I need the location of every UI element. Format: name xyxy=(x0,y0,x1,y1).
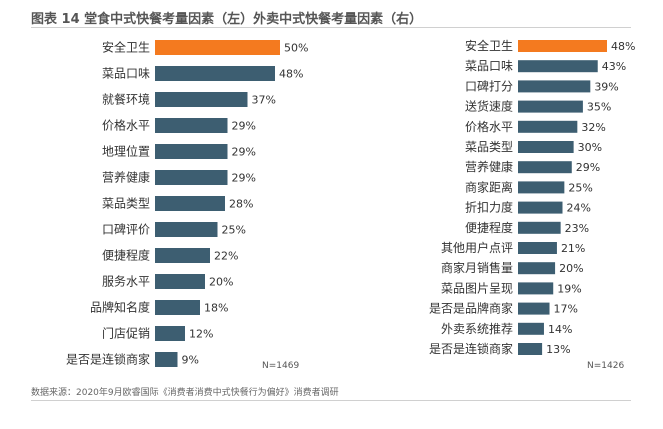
bar xyxy=(155,222,218,237)
value-label: 37% xyxy=(252,94,276,107)
bar xyxy=(518,262,556,275)
bar xyxy=(518,322,544,335)
category-label: 是否是品牌商家 xyxy=(429,301,513,316)
category-label: 门店促销 xyxy=(102,326,150,341)
bar xyxy=(155,274,205,289)
category-label: 是否是连锁商家 xyxy=(66,352,150,367)
takeout-factors-chart: 安全卫生 48% 菜品口味 43% 口碑打分 39% 送货速度 35% 价格水平 32% 菜品类型 3… xyxy=(429,38,635,371)
bar xyxy=(155,352,178,367)
bar xyxy=(155,326,185,341)
value-label: 29% xyxy=(232,120,256,133)
bar xyxy=(518,302,550,315)
category-label: 安全卫生 xyxy=(465,38,513,53)
category-label: 服务水平 xyxy=(102,274,150,289)
category-label: 口碑评价 xyxy=(102,222,150,237)
category-label: 便捷程度 xyxy=(465,220,513,235)
bar xyxy=(518,60,598,73)
value-label: 29% xyxy=(232,146,256,159)
value-label: 21% xyxy=(561,242,585,255)
value-label: 29% xyxy=(576,161,600,174)
category-label: 菜品口味 xyxy=(465,59,513,73)
bar xyxy=(155,92,248,107)
category-label: 其他用户点评 xyxy=(441,240,513,255)
bar xyxy=(518,40,607,52)
bar xyxy=(518,161,572,174)
bar xyxy=(155,196,225,211)
bar xyxy=(518,100,583,113)
value-label: 48% xyxy=(279,68,303,81)
bar xyxy=(518,141,574,153)
category-label: 菜品类型 xyxy=(465,140,513,154)
bar xyxy=(518,282,554,295)
category-label: 品牌知名度 xyxy=(90,300,150,315)
value-label: 12% xyxy=(189,328,213,341)
value-label: 35% xyxy=(587,101,611,114)
value-label: 9% xyxy=(182,354,199,367)
category-label: 安全卫生 xyxy=(102,40,150,55)
value-label: 32% xyxy=(581,121,605,134)
value-label: 39% xyxy=(594,80,618,93)
category-label: 营养健康 xyxy=(102,170,150,185)
bar xyxy=(155,248,210,263)
bar xyxy=(155,118,228,133)
category-label: 菜品类型 xyxy=(102,197,150,211)
sample-size-note: N=1469 xyxy=(262,361,299,371)
value-label: 50% xyxy=(284,42,308,55)
value-label: 20% xyxy=(559,262,583,275)
category-label: 送货速度 xyxy=(465,99,513,114)
value-label: 43% xyxy=(602,60,626,73)
category-label: 商家月销售量 xyxy=(441,260,513,275)
bar xyxy=(155,144,228,159)
category-label: 营养健康 xyxy=(465,159,513,174)
value-label: 48% xyxy=(611,40,635,53)
category-label: 地理位置 xyxy=(102,144,150,159)
bar xyxy=(518,201,563,214)
category-label: 菜品图片呈现 xyxy=(441,281,513,295)
bar xyxy=(518,80,591,93)
title-divider xyxy=(31,27,631,28)
category-label: 商家距离 xyxy=(465,179,513,194)
category-label: 菜品口味 xyxy=(102,67,150,81)
footer-divider xyxy=(31,400,631,401)
data-source: 数据来源：2020年9月欧睿国际《消费者消费中式快餐行为偏好》消费者调研 xyxy=(31,388,339,398)
sample-size-note: N=1426 xyxy=(587,361,624,371)
bar xyxy=(155,40,280,55)
category-label: 便捷程度 xyxy=(102,248,150,263)
category-label: 口碑打分 xyxy=(465,78,513,93)
value-label: 25% xyxy=(568,181,592,194)
value-label: 14% xyxy=(548,323,572,336)
value-label: 13% xyxy=(546,343,570,356)
category-label: 价格水平 xyxy=(102,118,150,133)
value-label: 28% xyxy=(229,198,253,211)
bar xyxy=(155,170,228,185)
category-label: 就餐环境 xyxy=(102,92,150,107)
bar xyxy=(518,181,565,194)
dine-in-factors-chart: 安全卫生 50% 菜品口味 48% 就餐环境 37% 价格水平 29% 地理位置 29% 营养健康 2… xyxy=(66,40,308,372)
value-label: 18% xyxy=(204,302,228,315)
category-label: 外卖系统推荐 xyxy=(441,322,513,336)
value-label: 25% xyxy=(222,224,246,237)
bar xyxy=(155,66,275,81)
bar xyxy=(155,300,200,315)
bar xyxy=(518,120,578,133)
value-label: 19% xyxy=(557,282,581,295)
value-label: 23% xyxy=(565,222,589,235)
category-label: 价格水平 xyxy=(465,119,513,134)
value-label: 20% xyxy=(209,276,233,289)
category-label: 折扣力度 xyxy=(465,200,513,215)
value-label: 29% xyxy=(232,172,256,185)
value-label: 24% xyxy=(567,202,591,215)
page-title: 图表 14 堂食中式快餐考量因素（左）外卖中式快餐考量因素（右） xyxy=(31,12,423,27)
bar xyxy=(518,221,561,234)
bar xyxy=(518,242,557,254)
value-label: 22% xyxy=(214,250,238,263)
value-label: 30% xyxy=(578,141,602,154)
bar xyxy=(518,343,543,355)
value-label: 17% xyxy=(554,303,578,316)
category-label: 是否是连锁商家 xyxy=(429,341,513,356)
